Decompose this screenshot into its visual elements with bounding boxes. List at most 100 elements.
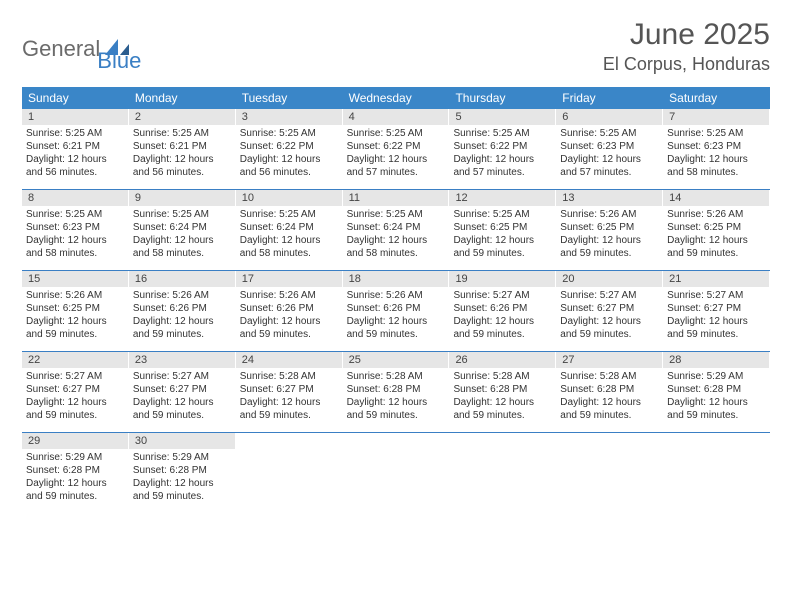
day-details: Sunrise: 5:26 AMSunset: 6:25 PMDaylight:… bbox=[22, 287, 128, 345]
day-number: 22 bbox=[22, 352, 128, 368]
day-number: 7 bbox=[663, 109, 769, 125]
sunrise-text: Sunrise: 5:28 AM bbox=[560, 370, 658, 383]
sunrise-text: Sunrise: 5:25 AM bbox=[26, 127, 124, 140]
sunrise-text: Sunrise: 5:29 AM bbox=[26, 451, 124, 464]
sunrise-text: Sunrise: 5:26 AM bbox=[347, 289, 445, 302]
day-cell: 7Sunrise: 5:25 AMSunset: 6:23 PMDaylight… bbox=[663, 109, 770, 189]
day-details: Sunrise: 5:25 AMSunset: 6:22 PMDaylight:… bbox=[343, 125, 449, 183]
location-text: El Corpus, Honduras bbox=[603, 54, 770, 75]
sunrise-text: Sunrise: 5:25 AM bbox=[667, 127, 765, 140]
day-details: Sunrise: 5:27 AMSunset: 6:27 PMDaylight:… bbox=[556, 287, 662, 345]
sunrise-text: Sunrise: 5:25 AM bbox=[453, 127, 551, 140]
sunrise-text: Sunrise: 5:26 AM bbox=[667, 208, 765, 221]
sunset-text: Sunset: 6:22 PM bbox=[347, 140, 445, 153]
week-row: 8Sunrise: 5:25 AMSunset: 6:23 PMDaylight… bbox=[22, 190, 770, 271]
day-number: 4 bbox=[343, 109, 449, 125]
sunrise-text: Sunrise: 5:27 AM bbox=[453, 289, 551, 302]
sunrise-text: Sunrise: 5:25 AM bbox=[26, 208, 124, 221]
day-cell: 25Sunrise: 5:28 AMSunset: 6:28 PMDayligh… bbox=[343, 352, 450, 432]
empty-cell bbox=[449, 433, 556, 513]
day-details: Sunrise: 5:26 AMSunset: 6:26 PMDaylight:… bbox=[236, 287, 342, 345]
day-cell: 12Sunrise: 5:25 AMSunset: 6:25 PMDayligh… bbox=[449, 190, 556, 270]
day-cell: 9Sunrise: 5:25 AMSunset: 6:24 PMDaylight… bbox=[129, 190, 236, 270]
day-number: 2 bbox=[129, 109, 235, 125]
weekday-header-row: SundayMondayTuesdayWednesdayThursdayFrid… bbox=[22, 87, 770, 109]
sunset-text: Sunset: 6:28 PM bbox=[347, 383, 445, 396]
day-cell: 30Sunrise: 5:29 AMSunset: 6:28 PMDayligh… bbox=[129, 433, 236, 513]
day-cell: 17Sunrise: 5:26 AMSunset: 6:26 PMDayligh… bbox=[236, 271, 343, 351]
day-cell: 22Sunrise: 5:27 AMSunset: 6:27 PMDayligh… bbox=[22, 352, 129, 432]
daylight-text: Daylight: 12 hours and 59 minutes. bbox=[560, 396, 658, 422]
day-cell: 14Sunrise: 5:26 AMSunset: 6:25 PMDayligh… bbox=[663, 190, 770, 270]
daylight-text: Daylight: 12 hours and 59 minutes. bbox=[667, 396, 765, 422]
calendar-grid: SundayMondayTuesdayWednesdayThursdayFrid… bbox=[22, 87, 770, 513]
daylight-text: Daylight: 12 hours and 57 minutes. bbox=[453, 153, 551, 179]
day-number: 25 bbox=[343, 352, 449, 368]
day-details: Sunrise: 5:27 AMSunset: 6:27 PMDaylight:… bbox=[129, 368, 235, 426]
day-cell: 18Sunrise: 5:26 AMSunset: 6:26 PMDayligh… bbox=[343, 271, 450, 351]
daylight-text: Daylight: 12 hours and 56 minutes. bbox=[240, 153, 338, 179]
day-number: 10 bbox=[236, 190, 342, 206]
daylight-text: Daylight: 12 hours and 59 minutes. bbox=[240, 396, 338, 422]
daylight-text: Daylight: 12 hours and 59 minutes. bbox=[453, 396, 551, 422]
daylight-text: Daylight: 12 hours and 59 minutes. bbox=[347, 315, 445, 341]
day-number: 24 bbox=[236, 352, 342, 368]
day-details: Sunrise: 5:25 AMSunset: 6:25 PMDaylight:… bbox=[449, 206, 555, 264]
sunrise-text: Sunrise: 5:26 AM bbox=[26, 289, 124, 302]
day-cell: 8Sunrise: 5:25 AMSunset: 6:23 PMDaylight… bbox=[22, 190, 129, 270]
logo-text-blue: Blue bbox=[97, 48, 141, 74]
day-number: 20 bbox=[556, 271, 662, 287]
sunrise-text: Sunrise: 5:29 AM bbox=[133, 451, 231, 464]
day-number: 3 bbox=[236, 109, 342, 125]
sunrise-text: Sunrise: 5:26 AM bbox=[240, 289, 338, 302]
sunrise-text: Sunrise: 5:25 AM bbox=[560, 127, 658, 140]
day-details: Sunrise: 5:28 AMSunset: 6:27 PMDaylight:… bbox=[236, 368, 342, 426]
day-number: 27 bbox=[556, 352, 662, 368]
day-number: 16 bbox=[129, 271, 235, 287]
sunrise-text: Sunrise: 5:25 AM bbox=[240, 208, 338, 221]
sunset-text: Sunset: 6:23 PM bbox=[560, 140, 658, 153]
day-number bbox=[449, 433, 555, 449]
weekday-friday: Friday bbox=[556, 87, 663, 109]
day-number: 23 bbox=[129, 352, 235, 368]
sunrise-text: Sunrise: 5:26 AM bbox=[133, 289, 231, 302]
day-number: 29 bbox=[22, 433, 128, 449]
sunset-text: Sunset: 6:27 PM bbox=[133, 383, 231, 396]
daylight-text: Daylight: 12 hours and 59 minutes. bbox=[453, 234, 551, 260]
day-number: 19 bbox=[449, 271, 555, 287]
day-number bbox=[663, 433, 769, 449]
sunrise-text: Sunrise: 5:27 AM bbox=[667, 289, 765, 302]
day-number: 26 bbox=[449, 352, 555, 368]
daylight-text: Daylight: 12 hours and 58 minutes. bbox=[240, 234, 338, 260]
day-number: 6 bbox=[556, 109, 662, 125]
daylight-text: Daylight: 12 hours and 59 minutes. bbox=[240, 315, 338, 341]
day-details: Sunrise: 5:25 AMSunset: 6:24 PMDaylight:… bbox=[343, 206, 449, 264]
day-cell: 1Sunrise: 5:25 AMSunset: 6:21 PMDaylight… bbox=[22, 109, 129, 189]
day-number: 9 bbox=[129, 190, 235, 206]
logo-text-general: General bbox=[22, 36, 100, 62]
weekday-sunday: Sunday bbox=[22, 87, 129, 109]
sunset-text: Sunset: 6:23 PM bbox=[26, 221, 124, 234]
day-number bbox=[343, 433, 449, 449]
sunset-text: Sunset: 6:27 PM bbox=[667, 302, 765, 315]
sunset-text: Sunset: 6:25 PM bbox=[26, 302, 124, 315]
day-number: 12 bbox=[449, 190, 555, 206]
day-cell: 13Sunrise: 5:26 AMSunset: 6:25 PMDayligh… bbox=[556, 190, 663, 270]
daylight-text: Daylight: 12 hours and 56 minutes. bbox=[133, 153, 231, 179]
daylight-text: Daylight: 12 hours and 59 minutes. bbox=[347, 396, 445, 422]
sunrise-text: Sunrise: 5:28 AM bbox=[240, 370, 338, 383]
empty-cell bbox=[556, 433, 663, 513]
day-details: Sunrise: 5:25 AMSunset: 6:22 PMDaylight:… bbox=[236, 125, 342, 183]
title-block: June 2025 El Corpus, Honduras bbox=[603, 18, 770, 75]
day-details: Sunrise: 5:29 AMSunset: 6:28 PMDaylight:… bbox=[129, 449, 235, 507]
sunset-text: Sunset: 6:28 PM bbox=[26, 464, 124, 477]
daylight-text: Daylight: 12 hours and 59 minutes. bbox=[133, 396, 231, 422]
day-cell: 20Sunrise: 5:27 AMSunset: 6:27 PMDayligh… bbox=[556, 271, 663, 351]
day-cell: 6Sunrise: 5:25 AMSunset: 6:23 PMDaylight… bbox=[556, 109, 663, 189]
sunset-text: Sunset: 6:28 PM bbox=[453, 383, 551, 396]
sunset-text: Sunset: 6:26 PM bbox=[347, 302, 445, 315]
day-number: 1 bbox=[22, 109, 128, 125]
day-cell: 3Sunrise: 5:25 AMSunset: 6:22 PMDaylight… bbox=[236, 109, 343, 189]
sunrise-text: Sunrise: 5:26 AM bbox=[560, 208, 658, 221]
sunrise-text: Sunrise: 5:25 AM bbox=[133, 208, 231, 221]
